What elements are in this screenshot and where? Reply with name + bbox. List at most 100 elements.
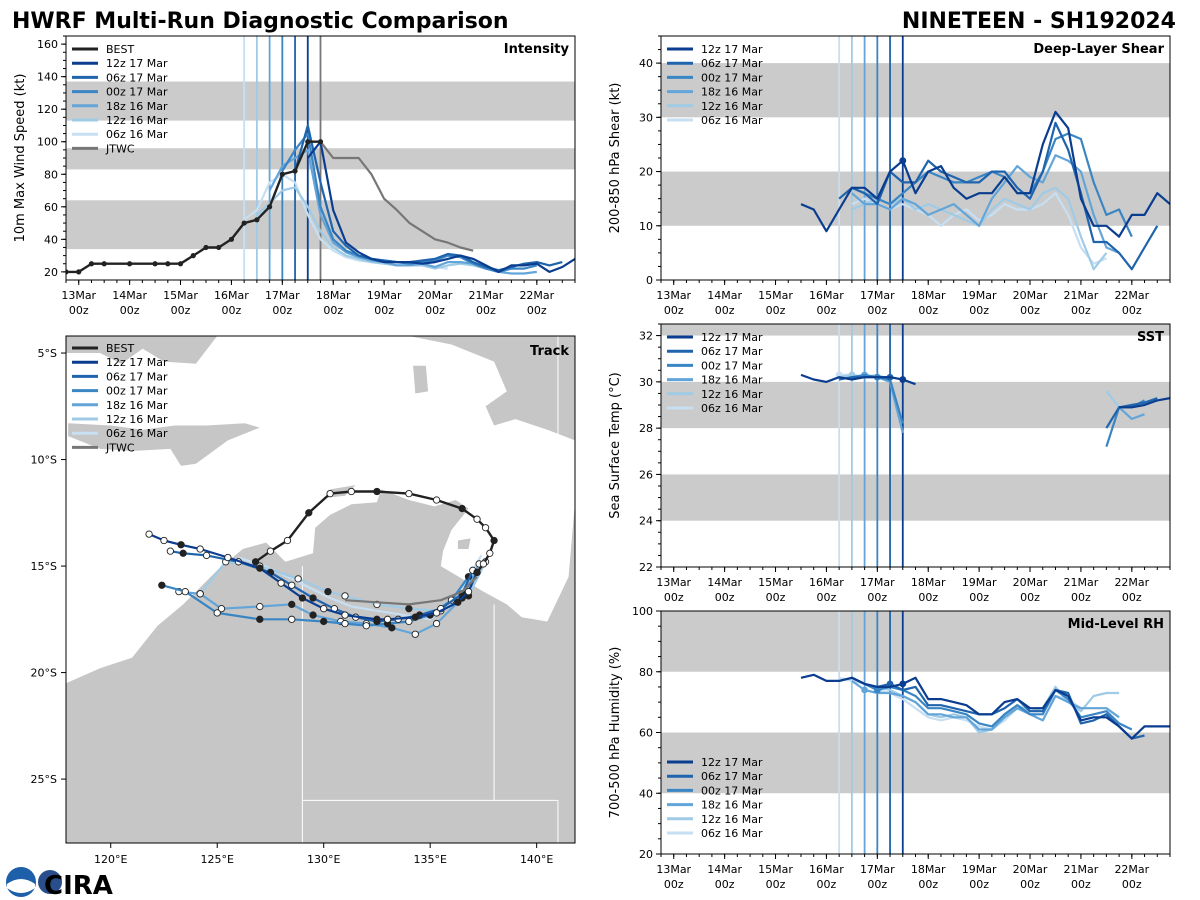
threshold-band (661, 324, 1170, 336)
legend-label: 06z 17 Mar (106, 370, 168, 383)
data-point (899, 680, 907, 688)
track-position-marker (217, 605, 226, 613)
track-position-marker (341, 611, 349, 619)
legend-label: 06z 17 Mar (701, 57, 763, 70)
x-tick-label: 13Mar (656, 863, 691, 876)
data-point (216, 244, 222, 251)
legend-label: 06z 16 Mar (701, 827, 763, 840)
x-tick-sublabel: 00z (1020, 304, 1040, 317)
track-position-marker (473, 568, 481, 577)
new-guinea-landmass (376, 336, 575, 441)
track-position-marker (213, 609, 221, 617)
x-tick-label: 14Mar (707, 576, 742, 589)
x-tick-sublabel: 00z (867, 304, 887, 317)
x-tick-label: 17Mar (265, 289, 300, 302)
x-tick-label: 13Mar (61, 289, 96, 302)
legend-label: BEST (106, 43, 134, 56)
track-position-marker (160, 536, 168, 545)
x-tick-label: 17Mar (860, 289, 895, 302)
track-position-marker (326, 489, 334, 498)
series-line (851, 192, 1107, 265)
track-position-marker (320, 605, 328, 613)
track-position-marker (405, 605, 413, 613)
intensity-panel: 20 40 60 80 100 120 140 160 13Mar 00z 14Mar 00z 15Ma… (13, 35, 576, 317)
legend-label: 12z 16 Mar (701, 388, 763, 401)
data-point (267, 204, 273, 210)
track-position-marker (458, 504, 466, 513)
series-line (838, 121, 1159, 271)
x-tick-label: 17Mar (860, 576, 895, 589)
track-position-marker (158, 581, 166, 589)
x-tick-label: 20Mar (1013, 863, 1048, 876)
track-position-marker (432, 619, 441, 628)
y-axis-label: 10m Max Wind Speed (kt) (13, 74, 28, 243)
x-tick-sublabel: 00z (1122, 878, 1142, 891)
threshold-band (661, 474, 1170, 521)
x-tick-sublabel: 00z (715, 304, 735, 317)
x-tick-sublabel: 00z (664, 304, 684, 317)
x-tick-label: 21Mar (1064, 576, 1099, 589)
legend-label: BEST (106, 342, 134, 355)
track-position-marker (324, 587, 332, 596)
x-tick-label: 18Mar (911, 576, 946, 589)
x-tick-sublabel: 00z (817, 591, 837, 604)
track-position-marker (288, 615, 296, 623)
series-line (800, 673, 1170, 740)
y-tick-label: 20 (639, 166, 653, 179)
legend-label: 06z 16 Mar (701, 402, 763, 415)
x-tick-label: 21Mar (1064, 863, 1099, 876)
track-position-marker (256, 615, 264, 623)
y-tick-label: 100 (632, 605, 653, 618)
x-tick-sublabel: 00z (715, 591, 735, 604)
lat-tick-label: 20°S (31, 667, 57, 680)
series-line (1119, 397, 1170, 409)
x-tick-label: 21Mar (469, 289, 504, 302)
panel-title: Mid-Level RH (1068, 617, 1164, 632)
x-tick-sublabel: 00z (323, 304, 343, 317)
y-tick-label: 10 (639, 220, 653, 233)
x-tick-label: 15Mar (758, 576, 793, 589)
data-point (317, 139, 324, 145)
x-tick-label: 19Mar (367, 289, 402, 302)
y-tick-label: 80 (44, 168, 58, 181)
series-line (256, 186, 499, 272)
x-tick-label: 18Mar (316, 289, 351, 302)
data-point (127, 261, 133, 267)
x-tick-sublabel: 00z (476, 304, 496, 317)
y-tick-label: 120 (37, 103, 58, 116)
x-tick-sublabel: 00z (918, 878, 938, 891)
cira-logo: CIRA (6, 867, 113, 900)
data-point (66, 269, 69, 275)
y-tick-label: 20 (44, 266, 58, 279)
plot-area (66, 36, 575, 280)
track-position-marker (283, 536, 292, 545)
x-tick-sublabel: 00z (171, 304, 191, 317)
series-line (800, 110, 1170, 238)
legend-label: 06z 16 Mar (106, 427, 168, 440)
x-tick-sublabel: 00z (1020, 591, 1040, 604)
track-position-marker (347, 487, 356, 496)
track-line (344, 575, 478, 606)
x-tick-sublabel: 00z (527, 304, 547, 317)
legend-label: 18z 16 Mar (701, 799, 763, 812)
x-tick-label: 19Mar (962, 289, 997, 302)
legend-label: 12z 16 Mar (106, 413, 168, 426)
y-tick-label: 30 (639, 376, 653, 389)
legend-label: 06z 16 Mar (106, 128, 168, 141)
x-tick-label: 16Mar (214, 289, 249, 302)
threshold-band (661, 381, 1170, 429)
x-tick-label: 16Mar (809, 289, 844, 302)
track-position-marker (288, 581, 296, 589)
track-position-marker (405, 489, 413, 498)
x-tick-sublabel: 00z (766, 304, 786, 317)
track-position-marker (202, 551, 211, 560)
x-tick-label: 18Mar (911, 289, 946, 302)
aru-islands (413, 365, 429, 394)
sulawesi-landmass (66, 336, 218, 364)
x-tick-sublabel: 00z (664, 591, 684, 604)
y-tick-label: 60 (44, 201, 58, 214)
track-position-marker (486, 549, 494, 557)
x-tick-label: 14Mar (707, 863, 742, 876)
legend-label: 06z 17 Mar (701, 345, 763, 358)
y-tick-label: 24 (639, 515, 653, 528)
